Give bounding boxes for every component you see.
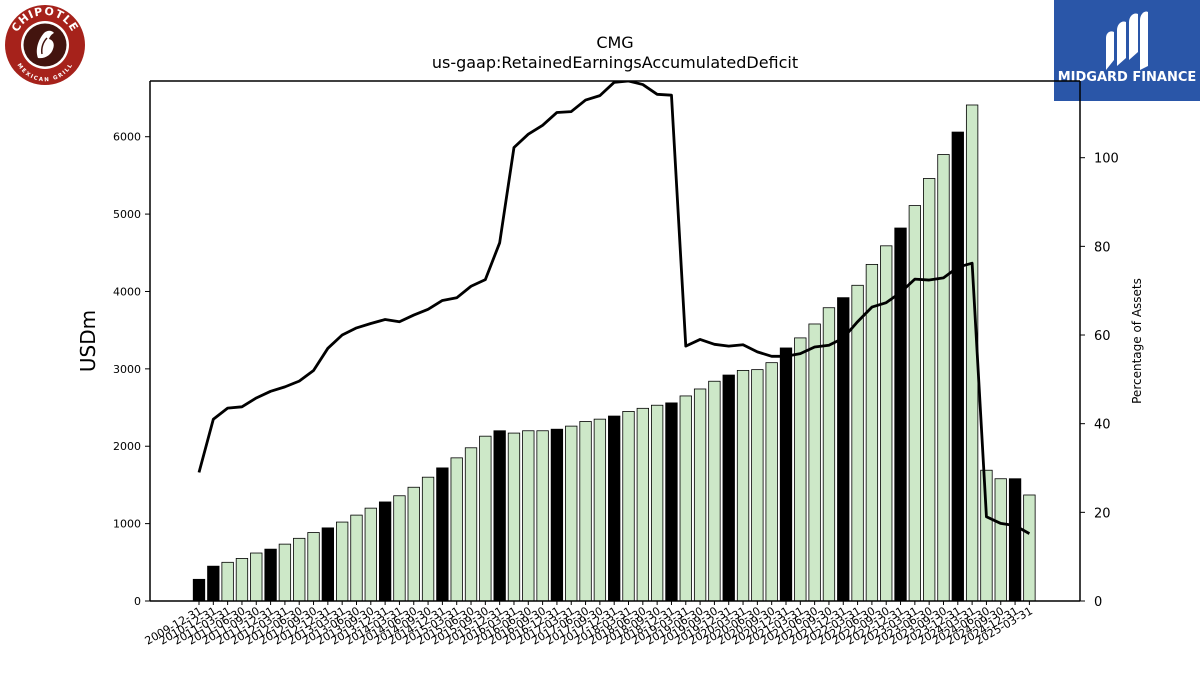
y-tick-label: 0: [134, 595, 141, 608]
bar-2019-03-31: [679, 395, 692, 602]
bar-2019-12-31: [722, 374, 735, 602]
bar-2014-03-31: [393, 495, 406, 602]
y-tick-label: 1000: [113, 518, 141, 531]
chart-subtitle: us-gaap:RetainedEarningsAccumulatedDefic…: [432, 53, 798, 72]
bar-2018-12-31: [665, 402, 678, 602]
bar-2023-09-30: [937, 154, 950, 602]
chart-title: CMG: [596, 33, 633, 52]
bar-2013-09-30: [364, 507, 377, 602]
bar-2012-09-30: [307, 532, 320, 602]
bar-2017-03-31: [565, 425, 578, 602]
bar-2012-06-30: [293, 537, 306, 602]
bar-2022-03-31: [851, 284, 864, 602]
bar-2011-12-31: [264, 548, 277, 602]
bar-2011-06-30: [235, 558, 249, 602]
bar-2024-06-30: [980, 469, 993, 602]
bar-2023-06-30: [923, 178, 936, 602]
y2-tick-label: 80: [1094, 240, 1111, 255]
bar-series: [192, 104, 1036, 602]
y-tick-label: 3000: [113, 363, 141, 376]
bar-2012-03-31: [278, 543, 292, 602]
bar-2016-06-30: [522, 430, 535, 602]
bar-2021-09-30: [822, 307, 836, 602]
y-tick-label: 6000: [113, 131, 141, 144]
y2-tick-label: 60: [1094, 329, 1111, 344]
bar-2022-12-31: [894, 227, 907, 602]
bar-2012-12-31: [321, 527, 335, 602]
bar-2023-03-31: [908, 205, 921, 602]
bar-2017-06-30: [579, 421, 592, 602]
chipotle-logo: CHIPOTLE MEXICAN GRILL: [5, 5, 85, 85]
y-tick-label: 5000: [113, 208, 141, 221]
bar-2011-09-30: [250, 552, 263, 602]
line-series: [197, 81, 1031, 535]
y2-tick-label: 0: [1094, 595, 1102, 610]
bar-2014-06-30: [407, 486, 420, 602]
bar-2022-06-30: [865, 263, 879, 602]
percentage-of-assets-line: [197, 81, 1031, 535]
bar-2016-12-31: [550, 428, 564, 602]
bar-2010-12-31: [207, 565, 220, 602]
bar-2021-12-31: [837, 297, 850, 602]
bar-2024-12-31: [1008, 478, 1022, 602]
y2-tick-label: 40: [1094, 418, 1111, 433]
bar-2020-12-31: [779, 347, 793, 602]
bar-2020-06-30: [751, 369, 764, 602]
bar-2017-12-31: [608, 415, 621, 602]
midgard-logo-background: [1054, 0, 1200, 101]
bar-2015-03-31: [450, 457, 463, 602]
bar-2020-03-31: [736, 369, 750, 602]
bar-2011-03-31: [221, 561, 234, 602]
bar-2014-09-30: [421, 476, 435, 602]
bar-2017-09-30: [593, 418, 607, 602]
bar-2015-06-30: [464, 447, 478, 602]
bar-2021-06-30: [808, 323, 821, 602]
bar-2019-06-30: [693, 388, 707, 602]
bar-2020-09-30: [765, 362, 778, 602]
y2-axis-label: Percentage of Assets: [1130, 278, 1144, 404]
bar-2016-09-30: [536, 430, 549, 602]
y-tick-label: 2000: [113, 440, 141, 453]
bar-2013-12-31: [378, 501, 392, 602]
bar-2015-12-31: [493, 430, 506, 602]
bar-2018-09-30: [650, 404, 664, 602]
bar-2024-09-30: [994, 478, 1007, 602]
bar-2021-03-31: [794, 337, 807, 602]
bar-2023-12-31: [951, 131, 964, 602]
bar-2016-03-31: [507, 432, 521, 602]
y-axis-label: USDm: [76, 310, 100, 372]
midgard-m-icon: [1106, 11, 1148, 71]
bar-2018-06-30: [636, 407, 649, 602]
y-tick-label: 4000: [113, 285, 141, 298]
y2-tick-label: 100: [1094, 152, 1119, 167]
bar-2015-09-30: [479, 435, 492, 602]
midgard-logo-name: MIDGARD FINANCE: [1058, 70, 1197, 85]
axes: 0100020003000400050006000020406080100200…: [113, 80, 1119, 648]
bar-2009-12-31: [192, 578, 206, 602]
bar-2013-06-30: [350, 514, 363, 602]
bar-2025-03-31: [1023, 494, 1036, 602]
bar-2013-03-31: [336, 521, 349, 602]
bar-2018-03-31: [622, 411, 635, 602]
bar-2019-09-30: [708, 380, 721, 602]
midgard-finance-logo: MIDGARD FINANCE: [1054, 0, 1200, 101]
y2-tick-label: 20: [1094, 506, 1111, 521]
bar-2014-12-31: [436, 467, 449, 602]
